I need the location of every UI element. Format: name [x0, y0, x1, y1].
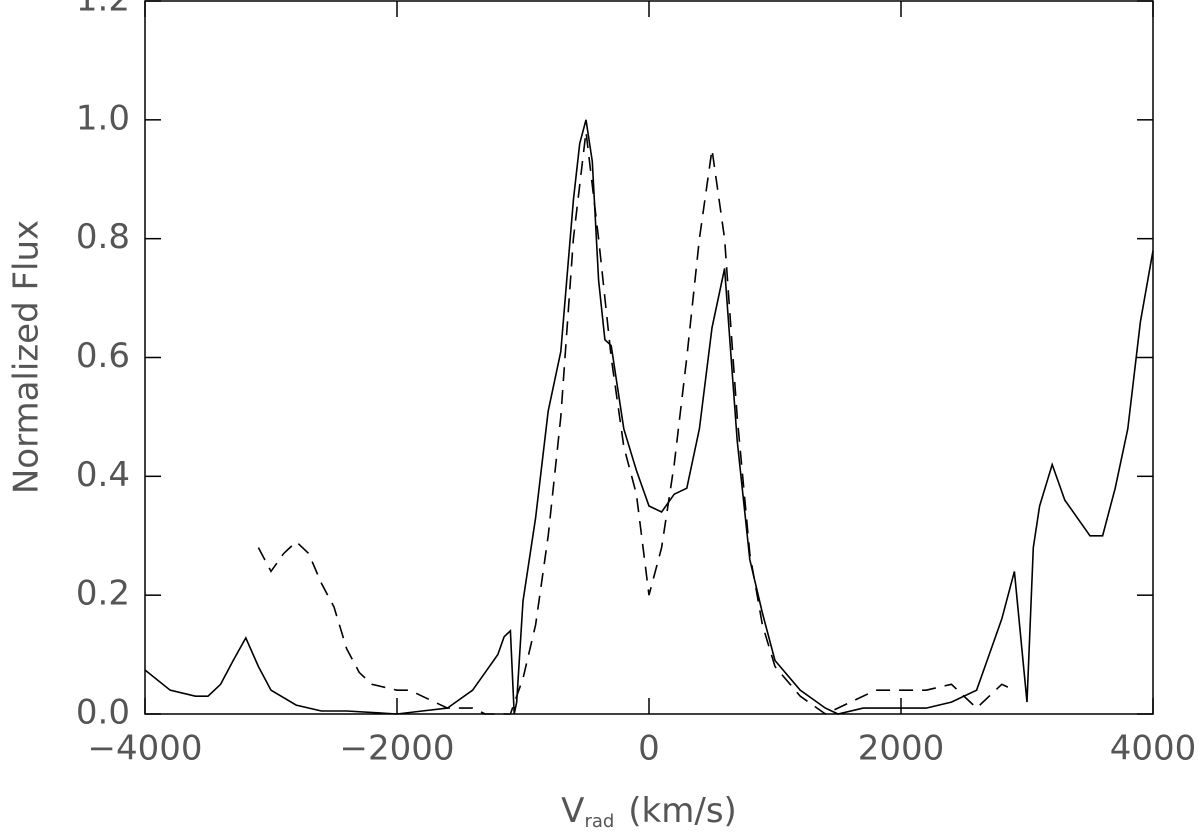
x-tick-label: −4000 [87, 729, 202, 769]
x-axis-label: Vrad (km/s) [561, 791, 737, 833]
line-series [144, 119, 1154, 715]
y-tick-label: 0.0 [76, 693, 130, 733]
y-tick-label: 0.6 [76, 336, 130, 376]
y-tick-label: 0.2 [76, 574, 130, 614]
y-tick-label: 0.8 [76, 217, 130, 257]
x-tick-label: 4000 [1110, 729, 1197, 769]
y-axis-label: Normalized Flux [7, 220, 47, 494]
plot-frame [144, 0, 1154, 715]
x-label-unit: (km/s) [628, 791, 737, 831]
line-series [257, 131, 1015, 715]
y-tick-label: 0.4 [76, 455, 130, 495]
y-tick-label: 1.2 [76, 0, 130, 20]
y-tick-label: 1.0 [76, 98, 130, 138]
x-tick-label: −2000 [339, 729, 454, 769]
x-tick-label: 2000 [858, 729, 945, 769]
x-tick-label: 0 [638, 729, 660, 769]
x-label-sub: rad [584, 811, 614, 832]
x-label-main: V [561, 791, 584, 831]
